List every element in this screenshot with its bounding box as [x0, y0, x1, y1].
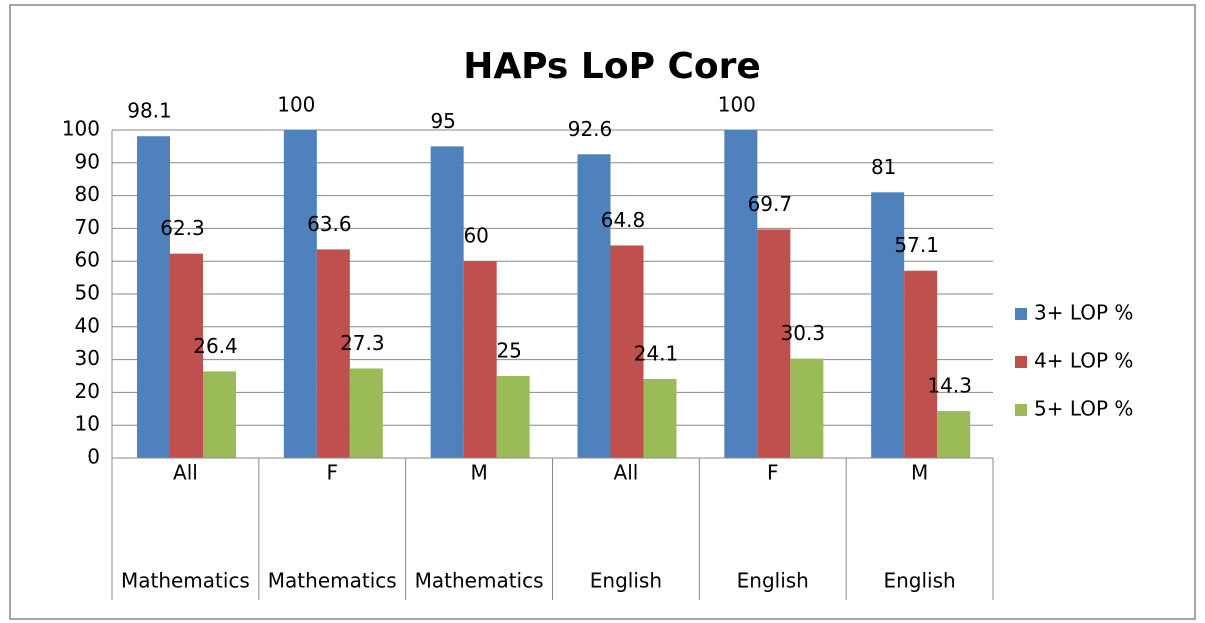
y-tick-label: 10 — [75, 412, 100, 436]
bar — [643, 378, 677, 458]
data-label: 69.7 — [748, 192, 793, 216]
data-label: 60 — [463, 224, 488, 248]
data-label: 30.3 — [781, 321, 826, 345]
data-label: 92.6 — [568, 117, 613, 141]
bar — [203, 371, 236, 458]
x-group-label: Mathematics — [415, 569, 544, 593]
data-label: 57.1 — [894, 233, 939, 257]
bar — [904, 270, 938, 458]
y-tick-label: 30 — [75, 346, 100, 370]
chart-title: HAPs LoP Core — [463, 46, 761, 87]
y-tick-label: 100 — [62, 117, 100, 141]
y-tick-label: 60 — [75, 248, 100, 272]
bar — [463, 261, 497, 458]
y-tick-label: 50 — [75, 281, 100, 305]
bar — [871, 192, 905, 458]
data-label: 24.1 — [634, 341, 679, 365]
bar — [610, 245, 644, 458]
data-label: 27.3 — [340, 331, 385, 355]
data-label: 98.1 — [127, 99, 172, 123]
bar — [496, 376, 530, 458]
y-tick-label: 70 — [75, 215, 100, 239]
x-group-label: Mathematics — [268, 569, 397, 593]
bar — [170, 253, 203, 458]
x-tick-label: M — [911, 461, 928, 485]
x-group-label: English — [737, 569, 809, 593]
data-label: 95 — [430, 109, 455, 133]
bar — [577, 154, 611, 458]
bar — [316, 249, 350, 458]
data-label: 62.3 — [160, 216, 205, 240]
x-group-label: English — [883, 569, 955, 593]
bar — [724, 130, 758, 458]
x-tick-label: M — [470, 461, 487, 485]
x-tick-label: All — [173, 461, 198, 485]
x-tick-label: All — [614, 461, 639, 485]
data-label: 100 — [718, 93, 756, 117]
legend-label: 5+ LOP % — [1034, 397, 1133, 421]
legend-swatch — [1015, 356, 1027, 368]
data-label: 14.3 — [927, 374, 972, 398]
bar — [937, 411, 971, 458]
bar — [430, 146, 464, 458]
bar — [757, 229, 791, 458]
y-tick-label: 20 — [75, 379, 100, 403]
legend-swatch — [1015, 404, 1027, 416]
data-label: 81 — [871, 155, 896, 179]
x-group-label: Mathematics — [121, 569, 250, 593]
bar — [790, 358, 824, 458]
x-group-label: English — [590, 569, 662, 593]
y-tick-label: 0 — [87, 445, 100, 469]
x-tick-label: F — [326, 461, 338, 485]
data-label: 63.6 — [307, 212, 352, 236]
data-label: 25 — [496, 339, 521, 363]
data-label: 64.8 — [601, 208, 646, 232]
bar — [349, 368, 383, 458]
y-tick-label: 90 — [75, 149, 100, 173]
data-label: 100 — [277, 93, 315, 117]
legend-swatch — [1015, 308, 1027, 320]
y-tick-label: 40 — [75, 313, 100, 337]
data-label: 26.4 — [193, 334, 238, 358]
legend-label: 3+ LOP % — [1034, 301, 1133, 325]
x-tick-label: F — [767, 461, 779, 485]
bar — [137, 136, 170, 458]
bar — [283, 130, 317, 458]
legend-label: 4+ LOP % — [1034, 349, 1133, 373]
y-tick-label: 80 — [75, 182, 100, 206]
